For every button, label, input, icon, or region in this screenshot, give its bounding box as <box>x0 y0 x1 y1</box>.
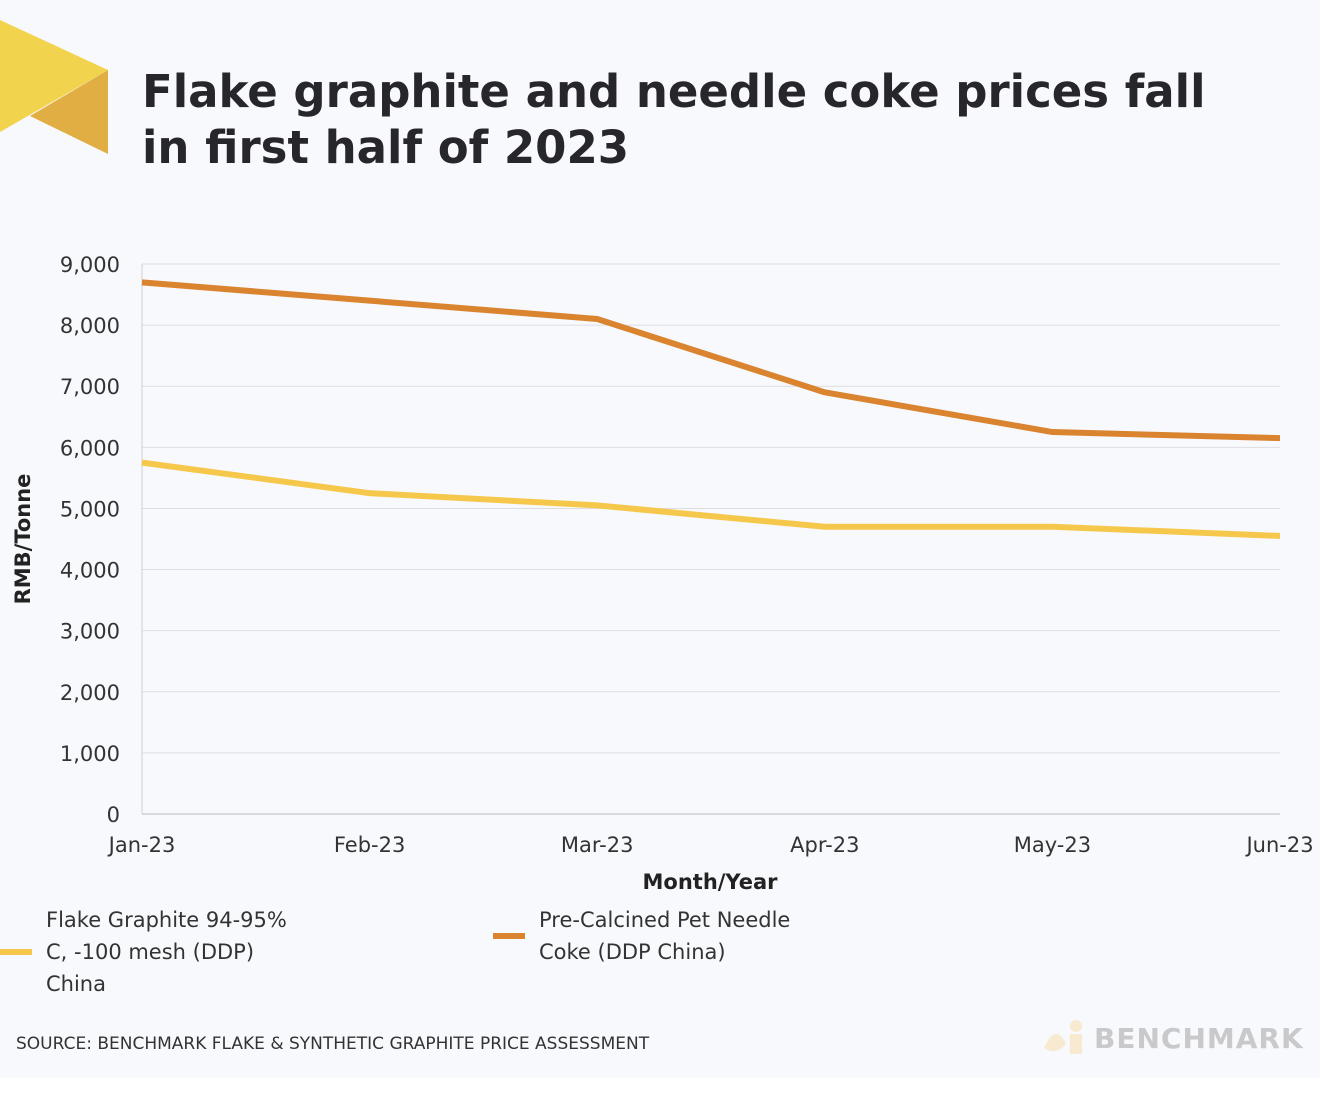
legend-swatch-flake <box>0 949 32 955</box>
x-tick-label: Jan-23 <box>107 833 176 857</box>
source-note: SOURCE: BENCHMARK FLAKE & SYNTHETIC GRAP… <box>16 1034 650 1054</box>
logo-yellow-shape <box>0 20 108 132</box>
y-tick-label: 1,000 <box>60 742 120 766</box>
series-line-0 <box>141 459 1281 539</box>
x-tick-label: May-23 <box>1014 833 1091 857</box>
y-tick-label: 7,000 <box>60 375 120 399</box>
x-tick-label: Feb-23 <box>334 833 405 857</box>
legend-label-flake: Flake Graphite 94-95% C, -100 mesh (DDP)… <box>46 908 287 996</box>
y-tick-label: 5,000 <box>60 497 120 521</box>
y-tick-label: 2,000 <box>60 681 120 705</box>
legend-item-flake: Flake Graphite 94-95% C, -100 mesh (DDP)… <box>0 904 306 1000</box>
y-tick-label: 9,000 <box>60 253 120 277</box>
y-axis-title: RMB/Tonne <box>11 474 35 605</box>
legend-swatch-needle <box>493 933 525 939</box>
logo-orange-shape <box>30 70 108 154</box>
x-axis-title: Month/Year <box>643 870 779 894</box>
legend-label-needle: Pre-Calcined Pet Needle Coke (DDP China) <box>539 908 791 964</box>
legend-item-needle: Pre-Calcined Pet Needle Coke (DDP China) <box>493 904 799 968</box>
chart-background <box>0 0 1320 1078</box>
x-tick-label: Jun-23 <box>1244 833 1313 857</box>
x-tick-label: Mar-23 <box>561 833 634 857</box>
line-chart: 0 1,000 2,000 3,000 4,000 5,000 6,000 7,000 8,00… <box>11 253 1314 894</box>
y-tick-label: 8,000 <box>60 314 120 338</box>
benchmark-logo-text: BENCHMARK <box>1094 1021 1304 1055</box>
series-line-1 <box>141 279 1281 442</box>
logo-corner-shape <box>0 20 108 154</box>
benchmark-logo-icon <box>1044 1020 1082 1054</box>
y-tick-label: 3,000 <box>60 620 120 644</box>
x-tick-label: Apr-23 <box>790 833 859 857</box>
y-tick-label: 6,000 <box>60 436 120 460</box>
y-tick-label: 4,000 <box>60 559 120 583</box>
chart-title: Flake graphite and needle coke prices fa… <box>142 65 1206 174</box>
y-tick-label: 0 <box>107 803 120 827</box>
benchmark-logo: BENCHMARK <box>1042 1018 1304 1058</box>
